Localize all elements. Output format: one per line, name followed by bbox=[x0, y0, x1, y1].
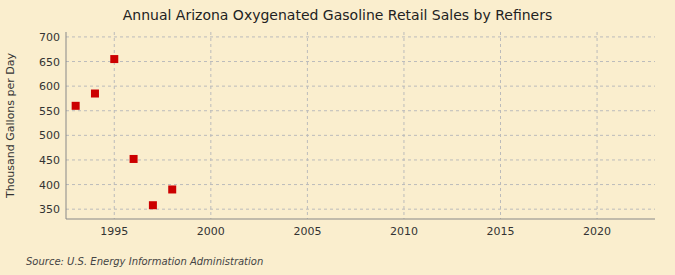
tick-label: 350 bbox=[39, 203, 60, 216]
grid-line bbox=[403, 32, 404, 219]
tick-label: 550 bbox=[39, 105, 60, 118]
tick-label: 1995 bbox=[100, 225, 128, 238]
point bbox=[110, 55, 118, 63]
tick-label: 2020 bbox=[583, 225, 611, 238]
grid-line bbox=[66, 110, 655, 111]
tick-label: 600 bbox=[39, 80, 60, 93]
tick-label: 650 bbox=[39, 56, 60, 69]
tick-label: 2005 bbox=[293, 225, 321, 238]
chart: 350 400 450 500 550 600 650 700 1995 2000 2005 2010… bbox=[0, 0, 675, 275]
grid-line bbox=[500, 32, 501, 219]
point bbox=[149, 201, 157, 209]
tick-label: 2000 bbox=[197, 225, 225, 238]
grid bbox=[66, 32, 655, 219]
point bbox=[91, 90, 99, 98]
point bbox=[168, 185, 176, 193]
title: Annual Arizona Oxygenated Gasoline Retai… bbox=[123, 7, 553, 23]
grid-line bbox=[66, 159, 655, 160]
x-axis-line bbox=[66, 219, 655, 220]
point bbox=[130, 155, 138, 163]
y-axis-line bbox=[66, 32, 67, 219]
grid-line bbox=[307, 32, 308, 219]
grid-line bbox=[66, 61, 655, 62]
points bbox=[72, 55, 177, 209]
background bbox=[0, 0, 675, 275]
tick-label: 700 bbox=[39, 31, 60, 44]
grid-line bbox=[66, 135, 655, 136]
y-axis-label: Thousand Gallons per Day bbox=[4, 52, 17, 199]
grid-line bbox=[597, 32, 598, 219]
tick-label: 2015 bbox=[487, 225, 515, 238]
source-note: Source: U.S. Energy Information Administ… bbox=[26, 256, 263, 267]
point bbox=[72, 102, 80, 110]
grid-line bbox=[66, 184, 655, 185]
grid-line bbox=[210, 32, 211, 219]
tick-label: 500 bbox=[39, 129, 60, 142]
grid-line bbox=[66, 36, 655, 37]
tick-label: 450 bbox=[39, 154, 60, 167]
tick-label: 2010 bbox=[390, 225, 418, 238]
tick-label: 400 bbox=[39, 179, 60, 192]
grid-line bbox=[66, 86, 655, 87]
